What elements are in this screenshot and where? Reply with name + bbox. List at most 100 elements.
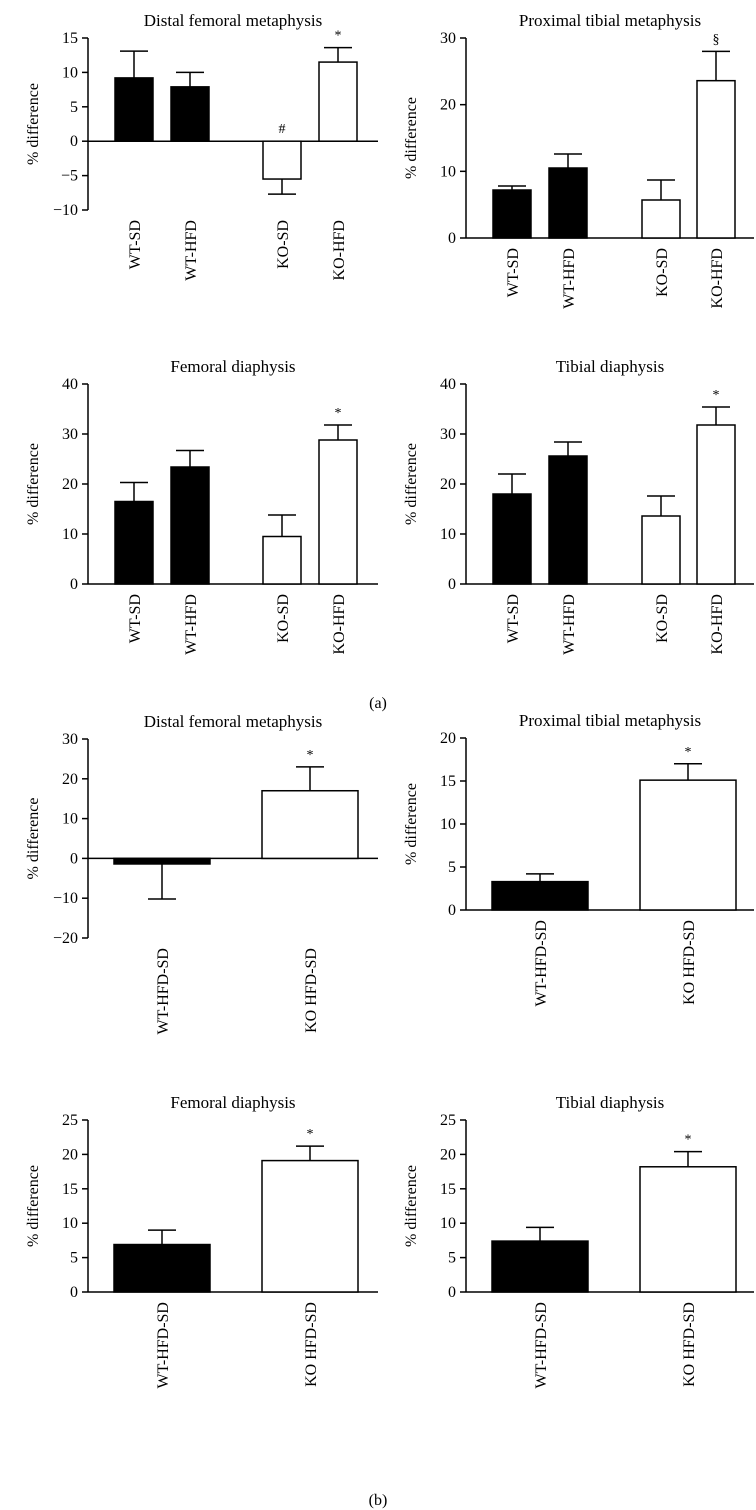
x-tick-label: KO-SD — [275, 594, 292, 643]
y-tick-label: 10 — [440, 1215, 456, 1232]
y-tick-label: 5 — [70, 1250, 78, 1267]
y-tick-label: 20 — [440, 97, 456, 114]
y-tick-label: 0 — [448, 902, 456, 919]
chart-title: Distal femoral metaphysis — [144, 712, 322, 731]
y-tick-label: 10 — [440, 526, 456, 543]
bar — [492, 493, 532, 585]
bar — [696, 79, 736, 239]
x-tick-label: WT-HFD — [183, 220, 200, 281]
x-tick-label: WT-HFD — [561, 248, 578, 309]
y-tick-label: 5 — [448, 1250, 456, 1267]
chart-title: Proximal tibial metaphysis — [519, 711, 701, 730]
chart-7: Femoral diaphysis 0 5 10 15 20 25 % difference W… — [25, 1093, 378, 1389]
charts-container: Distal femoral metaphysis −10 −5 0 5 10 15 % di… — [25, 11, 754, 1389]
y-tick-label: 20 — [62, 1146, 78, 1163]
x-tick-label: KO-HFD — [709, 594, 726, 654]
y-tick-label: 10 — [440, 163, 456, 180]
y-tick-label: 30 — [440, 30, 456, 47]
x-tick-label: WT-SD — [505, 594, 522, 643]
y-tick-label: 30 — [62, 426, 78, 443]
bar — [114, 500, 154, 585]
y-axis-label: % difference — [25, 1165, 42, 1247]
chart-3: Femoral diaphysis 0 10 20 30 40 % difference WT… — [25, 357, 378, 655]
y-tick-label: 20 — [62, 476, 78, 493]
y-tick-label: 10 — [440, 816, 456, 833]
y-tick-label: 15 — [62, 1181, 78, 1198]
chart-6: Proximal tibial metaphysis 0 5 10 15 20 % diff… — [403, 711, 754, 1007]
bar — [639, 1166, 737, 1293]
x-tick-label: WT-HFD — [183, 594, 200, 655]
x-tick-label: WT-HFD-SD — [533, 920, 550, 1007]
chart-title: Femoral diaphysis — [170, 357, 295, 376]
chart-5: Distal femoral metaphysis −20 −10 0 10 20 30 % … — [25, 712, 378, 1035]
significance-marker: * — [685, 1133, 692, 1148]
bar — [491, 1240, 589, 1293]
y-tick-label: 0 — [70, 850, 78, 867]
x-tick-label: WT-HFD-SD — [155, 948, 172, 1035]
y-tick-label: 0 — [70, 576, 78, 593]
y-tick-label: 15 — [440, 773, 456, 790]
significance-marker: * — [307, 748, 314, 763]
y-tick-label: 0 — [448, 230, 456, 247]
bar — [641, 515, 681, 585]
chart-title: Tibial diaphysis — [556, 1093, 664, 1112]
y-tick-label: 0 — [70, 133, 78, 150]
bar — [492, 189, 532, 239]
chart-title: Femoral diaphysis — [170, 1093, 295, 1112]
y-tick-label: 25 — [62, 1112, 78, 1129]
y-tick-label: 10 — [62, 1215, 78, 1232]
x-tick-label: WT-SD — [505, 248, 522, 297]
chart-title: Tibial diaphysis — [556, 357, 664, 376]
y-tick-label: 20 — [440, 730, 456, 747]
y-tick-label: 30 — [440, 426, 456, 443]
y-tick-label: 10 — [62, 811, 78, 828]
chart-4: Tibial diaphysis 0 10 20 30 40 % difference WT-… — [403, 357, 754, 655]
bar — [261, 789, 359, 860]
bar — [318, 61, 358, 142]
y-tick-label: 20 — [440, 476, 456, 493]
significance-marker: * — [307, 1127, 314, 1142]
y-tick-label: 20 — [62, 771, 78, 788]
bar — [113, 857, 211, 865]
significance-marker: * — [685, 745, 692, 760]
bar — [114, 77, 154, 142]
y-tick-label: 15 — [62, 30, 78, 47]
chart-title: Distal femoral metaphysis — [144, 11, 322, 30]
y-tick-label: 0 — [448, 576, 456, 593]
y-axis-label: % difference — [403, 97, 420, 179]
significance-marker: * — [335, 406, 342, 421]
chart-2: Proximal tibial metaphysis 0 10 20 30 % diffe… — [403, 11, 754, 309]
bar — [641, 199, 681, 239]
bar — [170, 466, 210, 585]
panel-label-a: (a) — [369, 695, 387, 712]
y-tick-label: 40 — [62, 376, 78, 393]
bar — [548, 455, 588, 585]
x-tick-label: KO HFD-SD — [681, 920, 698, 1005]
x-tick-label: KO-SD — [654, 248, 671, 297]
y-tick-label: 5 — [448, 859, 456, 876]
bar — [261, 1159, 359, 1293]
bar — [262, 140, 302, 180]
y-tick-label: 30 — [62, 731, 78, 748]
x-tick-label: KO HFD-SD — [303, 948, 320, 1033]
y-axis-label: % difference — [403, 783, 420, 865]
y-tick-label: −5 — [61, 168, 78, 185]
significance-marker: * — [713, 388, 720, 403]
x-tick-label: KO-SD — [654, 594, 671, 643]
chart-1: Distal femoral metaphysis −10 −5 0 5 10 15 % di… — [25, 11, 378, 281]
chart-title: Proximal tibial metaphysis — [519, 11, 701, 30]
y-tick-label: −10 — [53, 890, 78, 907]
significance-marker: § — [713, 32, 720, 47]
x-tick-label: KO HFD-SD — [303, 1302, 320, 1387]
y-tick-label: 10 — [62, 526, 78, 543]
bar — [696, 424, 736, 585]
y-axis-label: % difference — [25, 83, 42, 165]
significance-marker: # — [279, 122, 286, 137]
x-tick-label: KO-HFD — [709, 248, 726, 308]
y-tick-label: 0 — [448, 1284, 456, 1301]
y-tick-label: 0 — [70, 1284, 78, 1301]
panel-label-b: (b) — [369, 1492, 388, 1509]
chart-8: Tibial diaphysis 0 5 10 15 20 25 % difference WT… — [403, 1093, 754, 1389]
y-tick-label: −10 — [53, 202, 78, 219]
